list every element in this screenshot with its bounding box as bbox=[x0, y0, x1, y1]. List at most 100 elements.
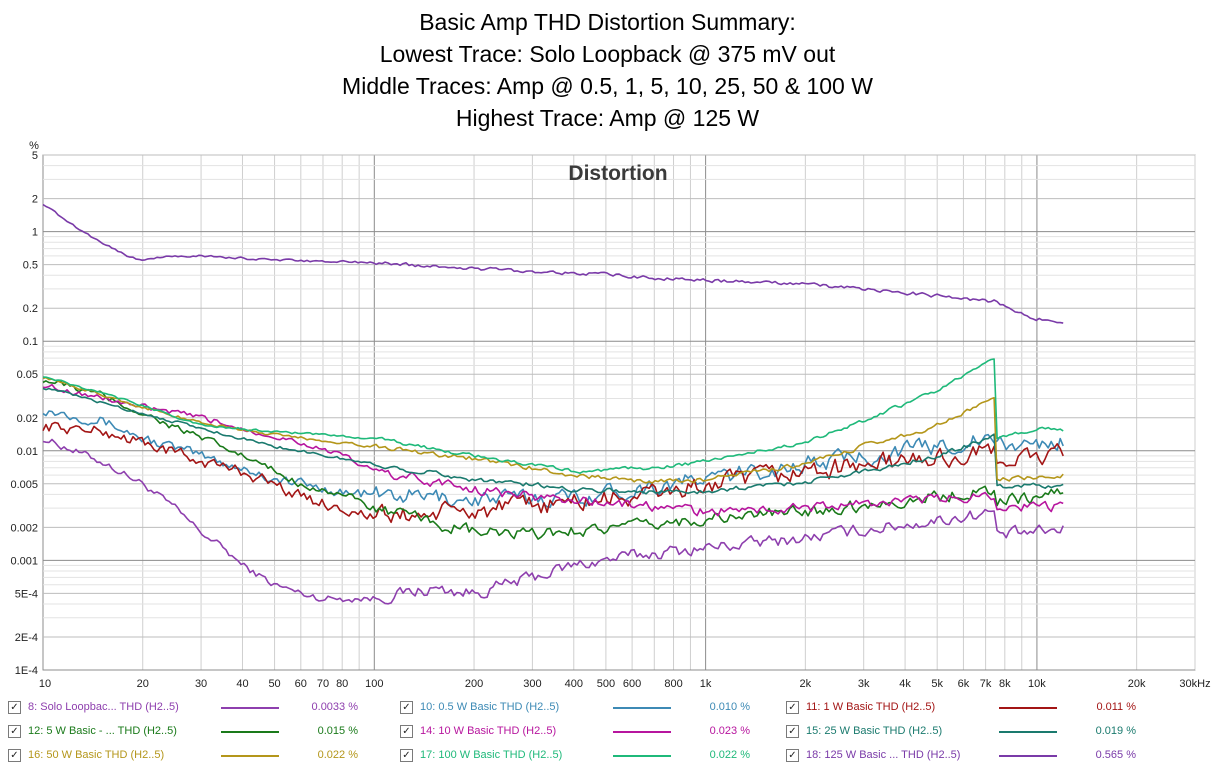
legend-series-label: 8: Solo Loopbac... THD (H2..5) bbox=[28, 701, 179, 713]
x-tick-label: 10 bbox=[39, 678, 51, 690]
x-tick-label: 5k bbox=[931, 678, 943, 690]
x-tick-label: 800 bbox=[664, 678, 682, 690]
x-tick-label: 40 bbox=[236, 678, 248, 690]
legend-item[interactable]: ✓ 17: 100 W Basic THD (H2..5) 0.022 % bbox=[400, 746, 780, 766]
heading-line-1: Basic Amp THD Distortion Summary: bbox=[419, 9, 796, 35]
legend-checkbox[interactable]: ✓ bbox=[786, 701, 799, 714]
legend-swatch bbox=[221, 755, 279, 757]
x-tick-label: 600 bbox=[623, 678, 641, 690]
y-tick-label: 0.2 bbox=[23, 303, 38, 315]
distortion-chart: 5 2 1 0.5 0.2 0.1 0.05 0.02 0.01 0.005 0.002 0.001 5… bbox=[10, 140, 1211, 690]
legend-swatch bbox=[221, 707, 279, 709]
series-line-2 bbox=[42, 410, 1064, 509]
x-tick-label: 20 bbox=[137, 678, 149, 690]
x-tick-label: 2k bbox=[800, 678, 812, 690]
legend-item[interactable]: ✓ 11: 1 W Basic THD (H2..5) 0.011 % bbox=[786, 698, 1166, 718]
series-line-8 bbox=[42, 358, 1064, 474]
x-tick-label: 50 bbox=[268, 678, 280, 690]
heading-line-4: Highest Trace: Amp @ 125 W bbox=[455, 105, 760, 131]
legend-series-value: 0.023 % bbox=[709, 725, 750, 737]
legend-item[interactable]: ✓ 12: 5 W Basic - ... THD (H2..5) 0.015 % bbox=[8, 722, 388, 742]
y-tick-label: 2E-4 bbox=[15, 632, 38, 644]
legend-series-value: 0.015 % bbox=[317, 725, 358, 737]
x-tick-label: 6k bbox=[958, 678, 970, 690]
y-tick-label: 0.05 bbox=[17, 369, 38, 381]
y-tick-label: 2 bbox=[32, 194, 38, 206]
y-tick-label: 0.001 bbox=[10, 555, 38, 567]
legend-series-value: 0.019 % bbox=[1095, 725, 1136, 737]
legend-checkbox[interactable]: ✓ bbox=[400, 725, 413, 738]
legend-swatch bbox=[221, 731, 279, 733]
x-tick-label: 30kHz bbox=[1179, 678, 1210, 690]
y-tick-label: 1E-4 bbox=[15, 665, 38, 677]
x-tick-label: 30 bbox=[195, 678, 207, 690]
series-line-4 bbox=[42, 380, 1064, 540]
legend-series-value: 0.565 % bbox=[1095, 749, 1136, 761]
x-tick-label: 500 bbox=[597, 678, 615, 690]
y-tick-label: 0.01 bbox=[17, 446, 38, 458]
heading-line-2: Lowest Trace: Solo Loopback @ 375 mV out bbox=[379, 41, 836, 67]
legend-series-label: 18: 125 W Basic ... THD (H2..5) bbox=[806, 749, 961, 761]
legend-item[interactable]: ✓ 10: 0.5 W Basic THD (H2..5) 0.010 % bbox=[400, 698, 780, 718]
x-tick-label: 80 bbox=[336, 678, 348, 690]
legend-item[interactable]: ✓ 18: 125 W Basic ... THD (H2..5) 0.565 % bbox=[786, 746, 1166, 766]
chart-heading: Basic Amp THD Distortion Summary: Lowest… bbox=[0, 6, 1215, 134]
series-line-7 bbox=[42, 376, 1064, 484]
legend-series-value: 0.022 % bbox=[709, 749, 750, 761]
series-lines bbox=[42, 203, 1064, 605]
legend-series-label: 14: 10 W Basic THD (H2..5) bbox=[420, 725, 557, 737]
legend-checkbox[interactable]: ✓ bbox=[786, 749, 799, 762]
x-tick-label: 60 bbox=[295, 678, 307, 690]
y-tick-label: 5E-4 bbox=[15, 588, 38, 600]
legend-checkbox[interactable]: ✓ bbox=[8, 725, 21, 738]
legend-checkbox[interactable]: ✓ bbox=[8, 749, 21, 762]
series-line-1 bbox=[42, 438, 1064, 605]
x-tick-label: 10k bbox=[1028, 678, 1046, 690]
legend-series-label: 12: 5 W Basic - ... THD (H2..5) bbox=[28, 725, 177, 737]
chart-legend: ✓ 8: Solo Loopbac... THD (H2..5) 0.0033 % ✓… bbox=[0, 696, 1215, 771]
legend-series-label: 10: 0.5 W Basic THD (H2..5) bbox=[420, 701, 560, 713]
heading-line-3: Middle Traces: Amp @ 0.5, 1, 5, 10, 25, … bbox=[342, 73, 873, 99]
legend-series-value: 0.022 % bbox=[317, 749, 358, 761]
legend-swatch bbox=[613, 707, 671, 709]
legend-swatch bbox=[999, 755, 1057, 757]
legend-series-label: 15: 25 W Basic THD (H2..5) bbox=[806, 725, 943, 737]
x-tick-label: 8k bbox=[999, 678, 1011, 690]
y-tick-label: 5 bbox=[32, 150, 38, 162]
x-tick-label: 3k bbox=[858, 678, 870, 690]
legend-checkbox[interactable]: ✓ bbox=[400, 701, 413, 714]
legend-series-label: 16: 50 W Basic THD (H2..5) bbox=[28, 749, 165, 761]
x-tick-label: 200 bbox=[465, 678, 483, 690]
legend-checkbox[interactable]: ✓ bbox=[786, 725, 799, 738]
legend-series-label: 17: 100 W Basic THD (H2..5) bbox=[420, 749, 563, 761]
plot-title: Distortion bbox=[568, 162, 667, 185]
y-tick-label: 0.5 bbox=[23, 260, 38, 272]
x-tick-label: 70 bbox=[317, 678, 329, 690]
plot-background bbox=[42, 154, 1196, 671]
y-axis-unit-label: % bbox=[29, 140, 39, 152]
x-tick-label: 7k bbox=[980, 678, 992, 690]
series-line-5 bbox=[43, 383, 1064, 517]
x-tick-label: 20k bbox=[1128, 678, 1146, 690]
x-tick-label: 4k bbox=[899, 678, 911, 690]
series-line-6 bbox=[42, 387, 1064, 495]
legend-series-value: 0.010 % bbox=[709, 701, 750, 713]
x-tick-label: 400 bbox=[565, 678, 583, 690]
grid-lines bbox=[42, 154, 1196, 671]
legend-item[interactable]: ✓ 8: Solo Loopbac... THD (H2..5) 0.0033 % bbox=[8, 698, 388, 718]
legend-swatch bbox=[613, 755, 671, 757]
legend-swatch bbox=[999, 731, 1057, 733]
legend-item[interactable]: ✓ 14: 10 W Basic THD (H2..5) 0.023 % bbox=[400, 722, 780, 742]
legend-swatch bbox=[613, 731, 671, 733]
y-axis-ticks: 5 2 1 0.5 0.2 0.1 0.05 0.02 0.01 0.005 0.002 0.001 5… bbox=[10, 150, 38, 677]
y-tick-label: 0.1 bbox=[23, 336, 38, 348]
x-tick-label: 100 bbox=[365, 678, 383, 690]
x-axis-ticks: 10 20 30 40 50 60 70 80 100 200 300 400 500 600 800 1k 2… bbox=[39, 678, 1211, 690]
legend-item[interactable]: ✓ 15: 25 W Basic THD (H2..5) 0.019 % bbox=[786, 722, 1166, 742]
y-tick-label: 0.002 bbox=[10, 522, 38, 534]
legend-item[interactable]: ✓ 16: 50 W Basic THD (H2..5) 0.022 % bbox=[8, 746, 388, 766]
legend-checkbox[interactable]: ✓ bbox=[8, 701, 21, 714]
x-tick-label: 300 bbox=[523, 678, 541, 690]
legend-checkbox[interactable]: ✓ bbox=[400, 749, 413, 762]
legend-swatch bbox=[999, 707, 1057, 709]
